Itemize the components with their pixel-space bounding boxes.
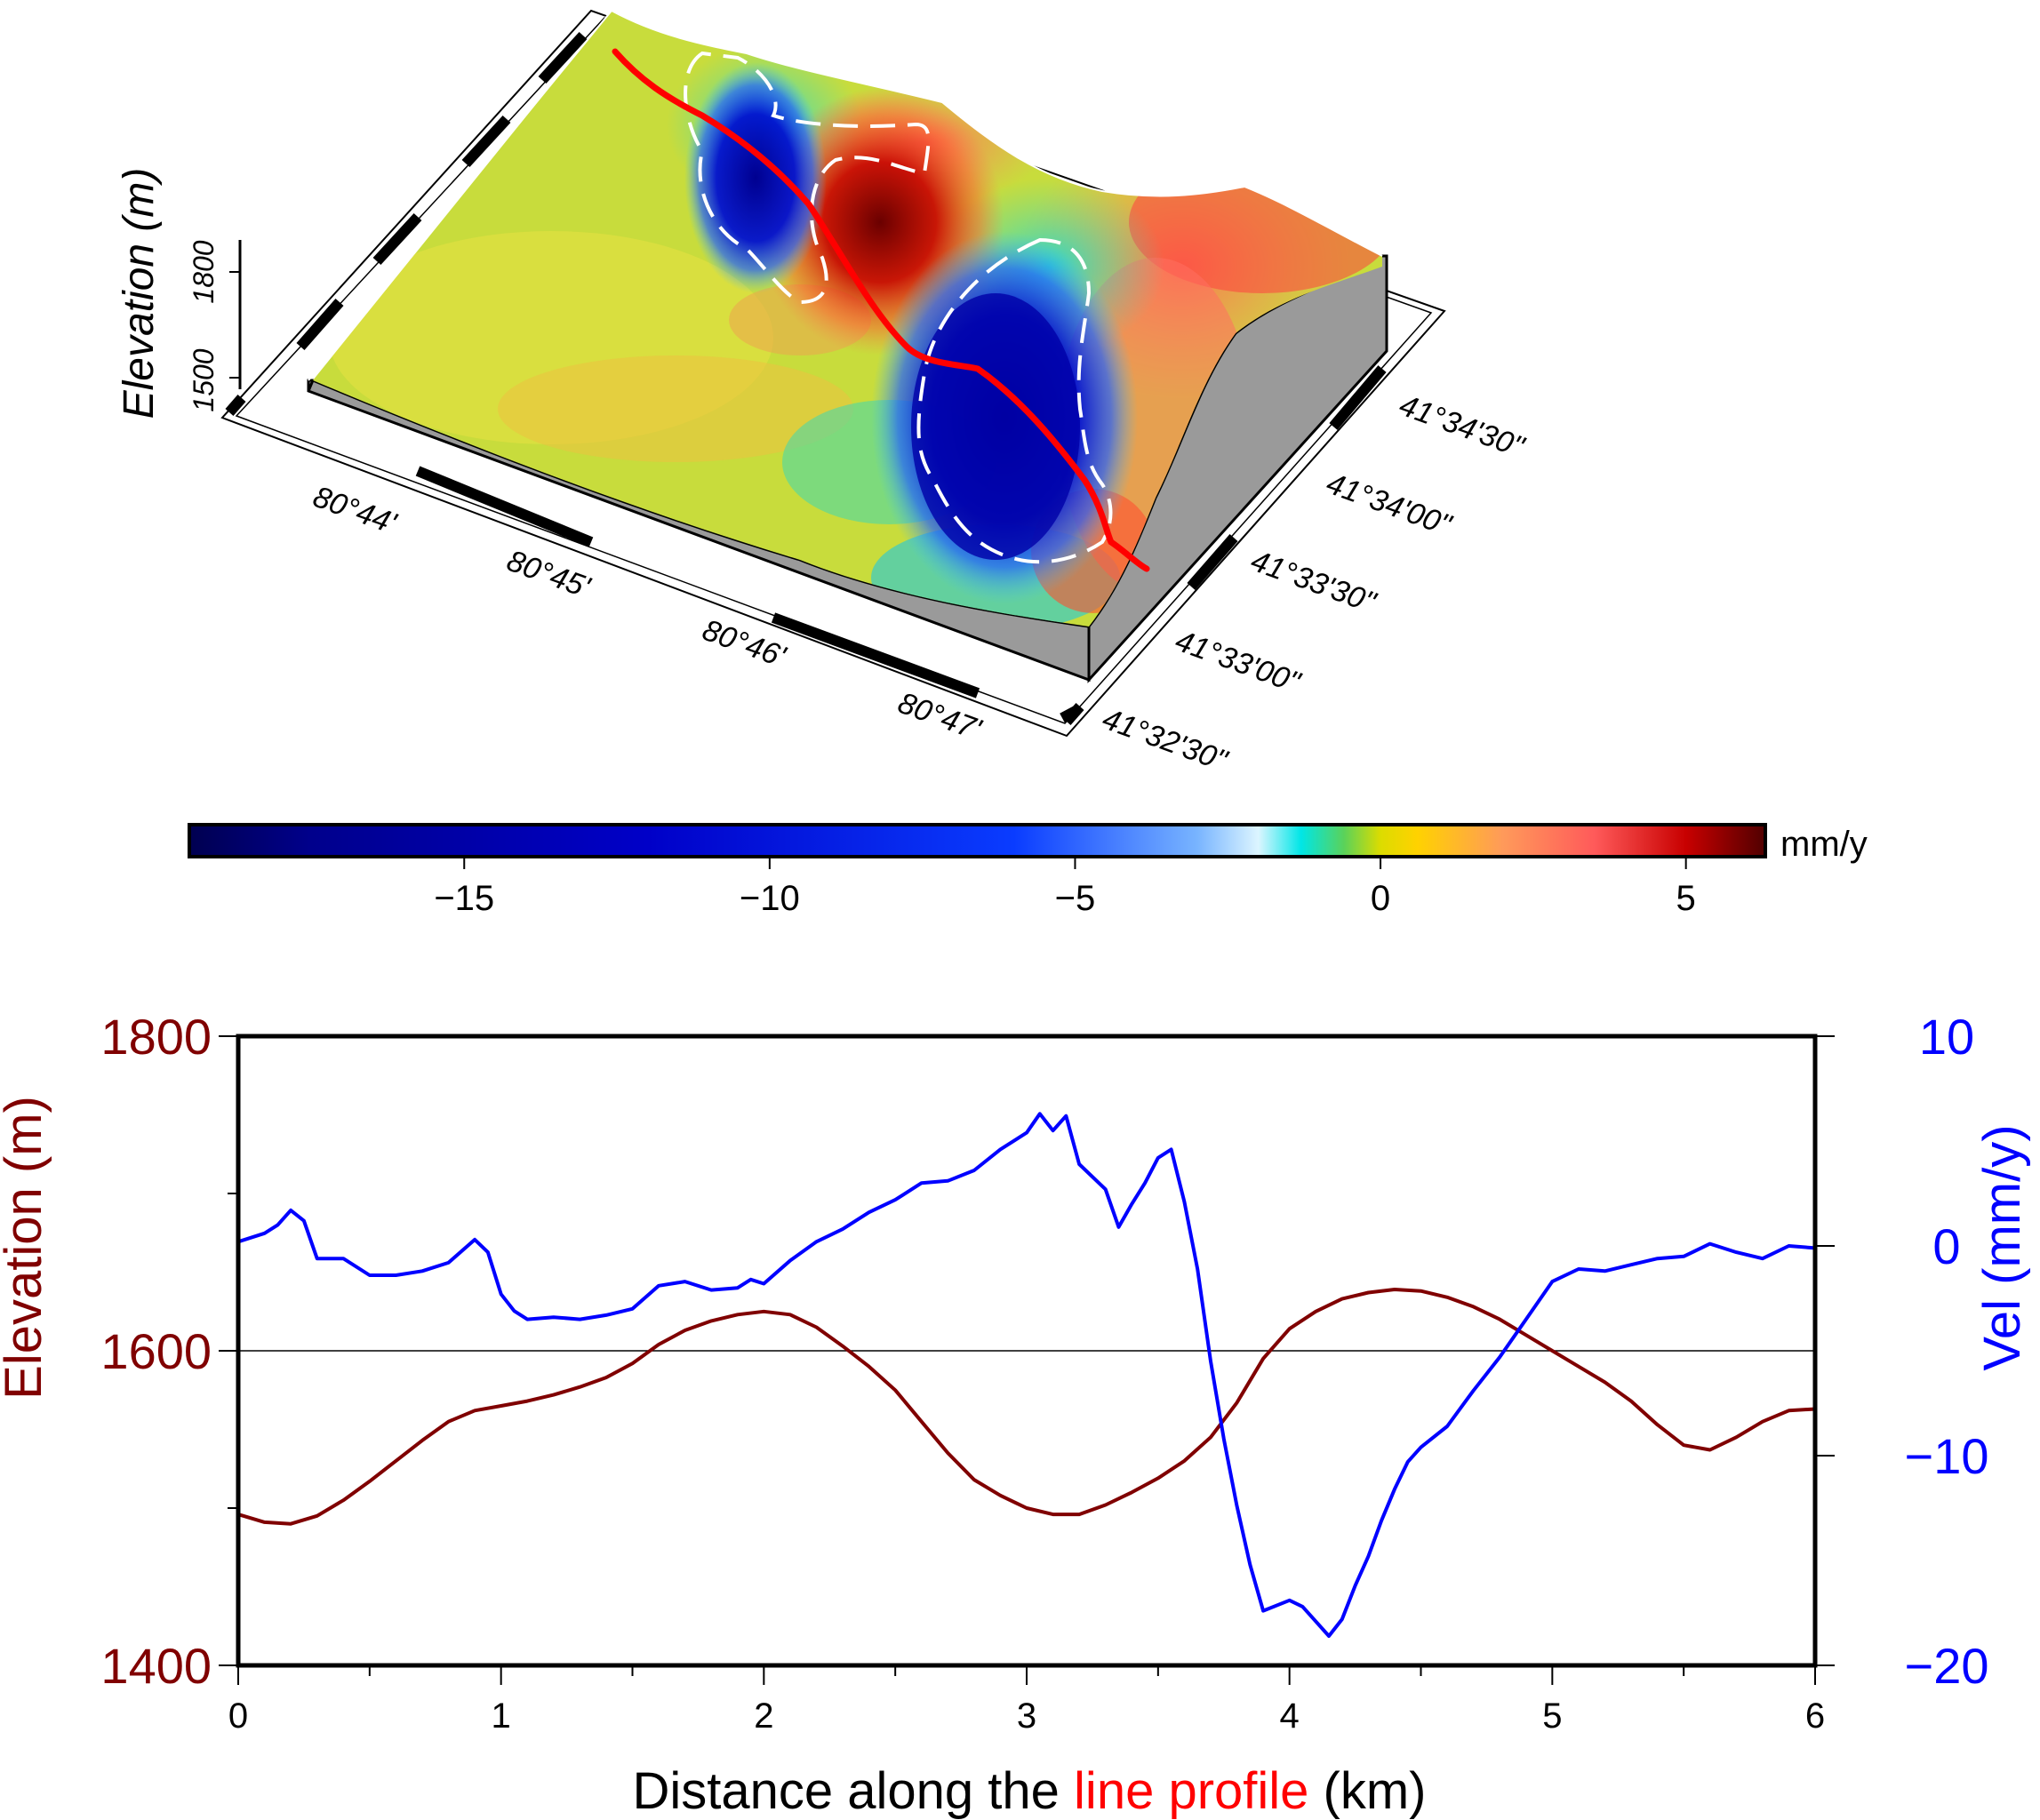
latitude-label: 41°34'00" (1322, 467, 1457, 543)
velocity-series-line (237, 1112, 1816, 1638)
map-base-frame (220, 9, 1446, 738)
x-axis-title-suffix: (km) (1308, 1762, 1426, 1820)
y-axis-right-ticks: −20 −10 0 10 (1815, 1009, 1989, 1694)
map-frame-ticks-east (1062, 365, 1387, 725)
elevation-axis-label-1500: 1500 (188, 348, 220, 411)
elevation-axis-title: Elevation (m) (116, 168, 163, 419)
y-axis-left-title: Elevation (m) (0, 1096, 52, 1400)
profile-plot: 0 1 2 3 4 5 6 1400 1600 1800 −20 −10 0 10 Elevation… (0, 1009, 2031, 1820)
y-axis-right-tick-label: −10 (1905, 1428, 1989, 1484)
y-axis-left-ticks: 1400 1600 1800 (100, 1009, 238, 1694)
x-axis-tick-label: 2 (754, 1696, 773, 1736)
y-axis-right-title: Vel (mm/y) (1973, 1124, 2031, 1370)
colorbar-tick-label: −5 (1055, 879, 1096, 918)
y-axis-right-tick-label: 0 (1932, 1218, 1960, 1274)
x-axis-title: Distance along the line profile (km) (633, 1762, 1427, 1820)
colorbar-unit: mm/y (1780, 825, 1868, 864)
x-axis-tick-label: 3 (1017, 1696, 1036, 1736)
map-frame-ticks-west (225, 31, 588, 416)
y-axis-left-tick-label: 1600 (100, 1323, 212, 1379)
y-axis-right-tick-label: −20 (1905, 1638, 1989, 1694)
map-surface-outline (308, 9, 1383, 381)
map-front-edge (307, 379, 315, 392)
x-axis-title-highlight: line profile (1074, 1762, 1308, 1820)
deformation-contour-north (684, 51, 931, 305)
x-axis-tick-label: 0 (228, 1696, 248, 1736)
y-axis-left-tick-label: 1400 (100, 1638, 212, 1694)
deformation-contour-south (916, 237, 1113, 564)
colorbar-tick-label: 0 (1371, 879, 1390, 918)
elevation-axis-label-1800: 1800 (188, 240, 220, 303)
colorbar: mm/y −15 −10 −5 0 5 (188, 823, 1868, 918)
x-axis-title-prefix: Distance along the (633, 1762, 1075, 1820)
x-axis-tick-label: 1 (492, 1696, 511, 1736)
elevation-series-line (237, 1288, 1816, 1526)
profile-line (612, 48, 1150, 572)
latitude-label: 41°34'30" (1395, 388, 1530, 465)
y-axis-right-tick-label: 10 (1919, 1009, 1974, 1065)
y-axis-left-tick-label: 1800 (100, 1009, 212, 1065)
latitude-label: 41°33'00" (1171, 624, 1306, 700)
colorbar-bar (188, 823, 1767, 858)
x-axis-tick-label: 6 (1805, 1696, 1825, 1736)
colorbar-tick-label: −10 (740, 879, 800, 918)
latitude-label: 41°32'30" (1098, 702, 1233, 778)
colorbar-ticks: −15 −10 −5 0 5 (434, 857, 1696, 918)
longitude-label: 80°44' (308, 480, 401, 541)
perspective-map: 1500 1800 Elevation (m) (116, 9, 1530, 778)
x-axis-ticks: 0 1 2 3 4 5 6 (228, 1665, 1825, 1736)
x-axis-tick-label: 4 (1280, 1696, 1300, 1736)
colorbar-tick-label: −15 (434, 879, 494, 918)
latitude-label: 41°33'30" (1246, 544, 1381, 620)
x-axis-tick-label: 5 (1542, 1696, 1562, 1736)
colorbar-tick-label: 5 (1676, 879, 1696, 918)
